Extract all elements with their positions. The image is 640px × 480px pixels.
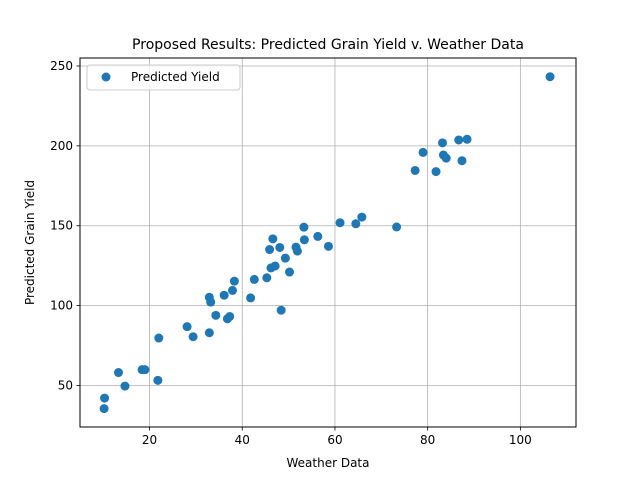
data-point — [182, 322, 192, 332]
data-point — [351, 219, 361, 229]
data-point — [113, 368, 123, 378]
data-point — [120, 381, 130, 391]
y-tick-label: 150 — [50, 219, 73, 233]
data-point — [265, 245, 275, 255]
x-axis-ticks: 20 40 60 80 100 — [142, 427, 532, 447]
grid-lines — [80, 58, 576, 427]
data-point — [153, 375, 163, 385]
data-point — [228, 285, 238, 295]
data-point — [100, 393, 110, 403]
chart-title: Proposed Results: Predicted Grain Yield … — [132, 37, 524, 53]
data-point — [292, 246, 302, 256]
data-point — [299, 222, 309, 232]
data-point — [285, 267, 295, 277]
y-tick-label: 100 — [50, 299, 73, 313]
x-tick-label: 80 — [420, 433, 435, 447]
x-tick-label: 100 — [509, 433, 532, 447]
y-axis-ticks: 50 100 150 200 250 — [50, 59, 80, 392]
data-point — [211, 310, 221, 320]
data-point — [545, 72, 555, 82]
legend-marker — [101, 72, 111, 82]
data-point — [280, 253, 290, 263]
data-point — [99, 404, 109, 414]
legend-label: Predicted Yield — [131, 70, 220, 84]
y-tick-label: 200 — [50, 139, 73, 153]
data-point — [357, 212, 367, 222]
y-tick-label: 250 — [50, 59, 73, 73]
x-axis-label: Weather Data — [287, 456, 370, 470]
data-point — [335, 218, 345, 228]
data-point — [268, 234, 278, 244]
data-point — [392, 222, 402, 232]
data-point — [219, 290, 229, 300]
data-point — [249, 274, 259, 284]
data-point — [454, 135, 464, 145]
y-tick-label: 50 — [58, 378, 73, 392]
data-point — [299, 235, 309, 245]
data-point — [225, 311, 235, 321]
data-point — [262, 273, 272, 283]
data-point — [154, 333, 164, 343]
data-point — [140, 365, 150, 375]
data-point — [246, 293, 256, 303]
data-point — [276, 305, 286, 315]
x-tick-label: 20 — [142, 433, 157, 447]
data-point — [437, 138, 447, 148]
x-tick-label: 40 — [235, 433, 250, 447]
legend-box — [86, 64, 241, 91]
data-points — [99, 72, 555, 414]
data-point — [204, 328, 214, 338]
data-point — [313, 231, 323, 241]
plot-frame — [79, 57, 577, 428]
data-point — [457, 156, 467, 166]
data-point — [275, 242, 285, 252]
data-point — [462, 134, 472, 144]
data-point — [418, 147, 428, 157]
legend: Predicted Yield — [86, 64, 241, 91]
x-tick-label: 60 — [327, 433, 342, 447]
data-point — [270, 261, 280, 271]
data-point — [229, 276, 239, 286]
data-point — [441, 153, 451, 163]
data-point — [188, 332, 198, 342]
data-point — [410, 165, 420, 175]
data-point — [206, 297, 216, 307]
data-point — [431, 167, 441, 177]
data-point — [323, 241, 333, 251]
y-axis-label: Predicted Grain Yield — [23, 180, 37, 305]
